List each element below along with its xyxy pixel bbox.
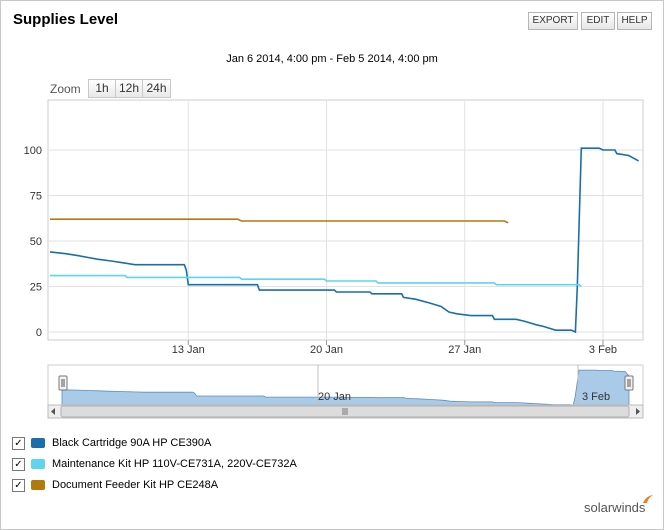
y-axis: 0 25 50 75 100 [24,145,42,339]
export-button[interactable]: EXPORT [528,12,578,30]
series-line-1[interactable] [50,274,582,288]
series-lines [49,147,639,334]
y-tick-label: 75 [30,191,42,203]
navigator-area [61,369,630,406]
y-tick-label: 50 [30,236,42,248]
x-tick-label: 13 Jan [172,344,205,356]
legend-swatch [31,438,45,448]
navigator-label-3feb: 3 Feb [582,391,610,403]
zoom-24h-button[interactable]: 24h [142,79,171,98]
scroll-right-icon [636,408,640,415]
help-button[interactable]: HELP [617,12,652,30]
date-range: Jan 6 2014, 4:00 pm - Feb 5 2014, 4:00 p… [226,53,438,65]
navigator-right-handle[interactable] [624,375,634,391]
y-tick-label: 0 [36,327,42,339]
x-tick-label: 27 Jan [448,344,481,356]
zoom-label: Zoom [50,82,81,96]
navigator-left-handle[interactable] [58,375,68,391]
legend-swatch [31,459,45,469]
solarwinds-logo: solarwinds [584,495,653,515]
navigator-label-20jan: 20 Jan [318,391,351,403]
legend-label: Black Cartridge 90A HP CE390A [52,437,212,449]
x-tick-label: 20 Jan [310,344,343,356]
series-line-0[interactable] [49,147,639,334]
scroll-left-icon [51,408,55,415]
y-tick-label: 100 [24,145,42,157]
legend-label: Document Feeder Kit HP CE248A [52,479,219,491]
x-tick-label: 3 Feb [589,344,617,356]
legend-label: Maintenance Kit HP 110V-CE731A, 220V-CE7… [52,458,297,470]
y-tick-label: 25 [30,282,42,294]
panel-title: Supplies Level [13,11,119,28]
edit-button[interactable]: EDIT [581,12,615,30]
grid-lines [48,100,643,340]
supplies-line-chart[interactable]: 0 25 50 75 100 13 Jan 20 Jan 27 Jan 3 Feb 20 Ja… [0,0,664,420]
checkbox-checked-icon[interactable]: ✓ [12,458,25,471]
flame-icon [643,495,653,503]
legend-swatch [31,480,45,490]
checkbox-checked-icon[interactable]: ✓ [12,437,25,450]
x-axis: 13 Jan 20 Jan 27 Jan 3 Feb [172,340,617,356]
navigator-scrollbar[interactable] [47,404,644,419]
series-line-2[interactable] [50,218,509,224]
checkbox-checked-icon[interactable]: ✓ [12,479,25,492]
